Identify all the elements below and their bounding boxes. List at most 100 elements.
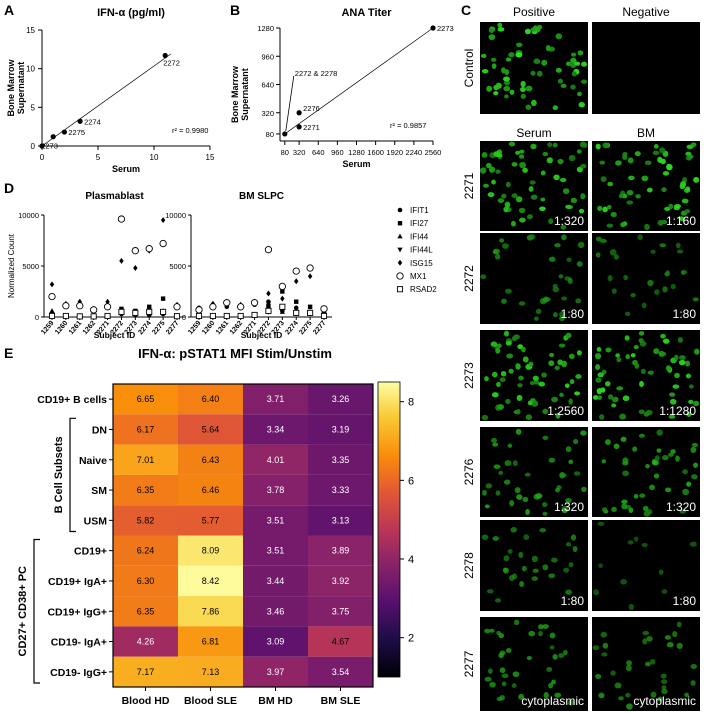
heatmap-cell-value: 3.75 xyxy=(332,606,350,616)
colorbar-tick-label: 8 xyxy=(408,397,414,409)
heatmap-cell xyxy=(308,626,373,657)
cell-nucleus xyxy=(644,160,652,166)
cell-nucleus xyxy=(641,543,648,548)
heatmap-cell-value: 7.13 xyxy=(202,667,220,677)
heatmap-cell-value: 3.13 xyxy=(332,515,350,525)
cell-nucleus xyxy=(541,372,547,378)
cell-nucleus xyxy=(531,576,538,581)
heatmap-cell-value: 3.44 xyxy=(267,576,285,586)
cell-nucleus xyxy=(634,151,641,157)
cell-nucleus xyxy=(665,270,671,277)
cell-nucleus xyxy=(557,359,563,366)
cell-nucleus xyxy=(491,63,497,70)
cell-nucleus xyxy=(530,194,538,200)
heatmap-cell-value: 6.17 xyxy=(137,424,155,434)
cell-nucleus xyxy=(606,204,612,210)
cell-nucleus xyxy=(623,274,629,281)
cell-nucleus xyxy=(548,256,556,262)
cell-nucleus xyxy=(676,621,682,628)
marker-mx1 xyxy=(292,267,300,275)
cell-nucleus xyxy=(520,87,526,93)
cell-nucleus xyxy=(551,679,556,685)
cell-nucleus xyxy=(536,70,543,77)
cell-nucleus xyxy=(528,630,536,637)
cell-nucleus xyxy=(511,220,516,227)
marker-rsad2 xyxy=(173,313,181,320)
marker-rsad2 xyxy=(293,309,300,316)
chart-a-point-label: 2275 xyxy=(68,128,85,137)
cell-nucleus xyxy=(505,57,512,62)
cell-nucleus xyxy=(513,619,520,626)
y-tick-label: 320 xyxy=(261,109,274,118)
cell-nucleus xyxy=(573,471,581,476)
cell-nucleus xyxy=(568,154,576,162)
titer-label: 1:320 xyxy=(554,500,584,514)
cell-nucleus xyxy=(634,362,640,369)
cell-nucleus xyxy=(540,197,546,202)
cell-nucleus xyxy=(662,338,670,344)
marker-ifi44 xyxy=(49,308,55,313)
cell-nucleus xyxy=(640,368,646,374)
cell-nucleus xyxy=(504,288,512,294)
cell-nucleus xyxy=(692,297,699,302)
cell-nucleus xyxy=(601,507,608,512)
cell-nucleus xyxy=(538,630,543,637)
cell-nucleus xyxy=(681,198,689,204)
titer-label: 1:160 xyxy=(666,214,696,228)
cell-nucleus xyxy=(575,374,582,379)
cell-nucleus xyxy=(519,217,526,223)
cell-nucleus xyxy=(542,502,548,508)
group-label-b-cell-subsets: B Cell Subsets xyxy=(53,436,65,513)
x-tick-label: 960 xyxy=(331,148,344,157)
cell-nucleus xyxy=(504,460,512,467)
cell-nucleus xyxy=(482,489,487,496)
cell-nucleus xyxy=(566,257,572,262)
marker-isg15 xyxy=(77,298,82,305)
cell-nucleus xyxy=(487,192,495,198)
heatmap-cell-value: 6.40 xyxy=(202,394,220,404)
cell-nucleus xyxy=(664,487,672,493)
chart-b-point xyxy=(282,131,288,137)
cell-nucleus xyxy=(627,540,634,545)
cell-nucleus xyxy=(520,80,526,88)
chart-b-point xyxy=(296,124,302,130)
cell-nucleus xyxy=(662,171,670,176)
cell-nucleus xyxy=(654,455,660,462)
marker-mx1 xyxy=(145,245,153,253)
cell-nucleus xyxy=(486,85,493,92)
cell-nucleus xyxy=(602,642,609,649)
cell-nucleus xyxy=(486,589,494,594)
cell-nucleus xyxy=(558,311,566,317)
cell-nucleus xyxy=(528,234,536,240)
cell-nucleus xyxy=(579,141,586,148)
cell-nucleus xyxy=(608,394,614,400)
legend-label: ISG15 xyxy=(410,259,433,268)
cell-nucleus xyxy=(642,638,648,645)
cell-nucleus xyxy=(576,149,582,154)
row-label: 2276 xyxy=(462,458,476,485)
cell-nucleus xyxy=(508,368,514,374)
cell-nucleus xyxy=(690,142,697,147)
cell-nucleus xyxy=(493,248,500,255)
cell-nucleus xyxy=(524,28,531,35)
chart-a-point xyxy=(77,118,83,124)
cell-nucleus xyxy=(670,283,676,290)
x-tick-label: 1280 xyxy=(348,148,365,157)
heatmap-cell-value: 3.19 xyxy=(332,424,350,434)
cell-nucleus xyxy=(560,224,567,230)
cell-nucleus xyxy=(571,52,577,57)
cell-nucleus xyxy=(557,78,563,84)
cell-nucleus xyxy=(484,376,489,382)
cell-nucleus xyxy=(503,76,510,82)
cell-nucleus xyxy=(691,474,698,480)
heatmap-cell-value: 6.81 xyxy=(202,637,220,647)
cell-nucleus xyxy=(532,568,539,573)
cell-nucleus xyxy=(488,28,495,33)
cell-nucleus xyxy=(531,555,538,563)
cell-nucleus xyxy=(574,61,581,66)
cell-nucleus xyxy=(646,187,653,193)
cell-nucleus xyxy=(518,301,526,306)
legend-label: MX1 xyxy=(410,272,427,281)
cell-nucleus xyxy=(503,206,509,213)
cell-nucleus xyxy=(524,472,531,477)
